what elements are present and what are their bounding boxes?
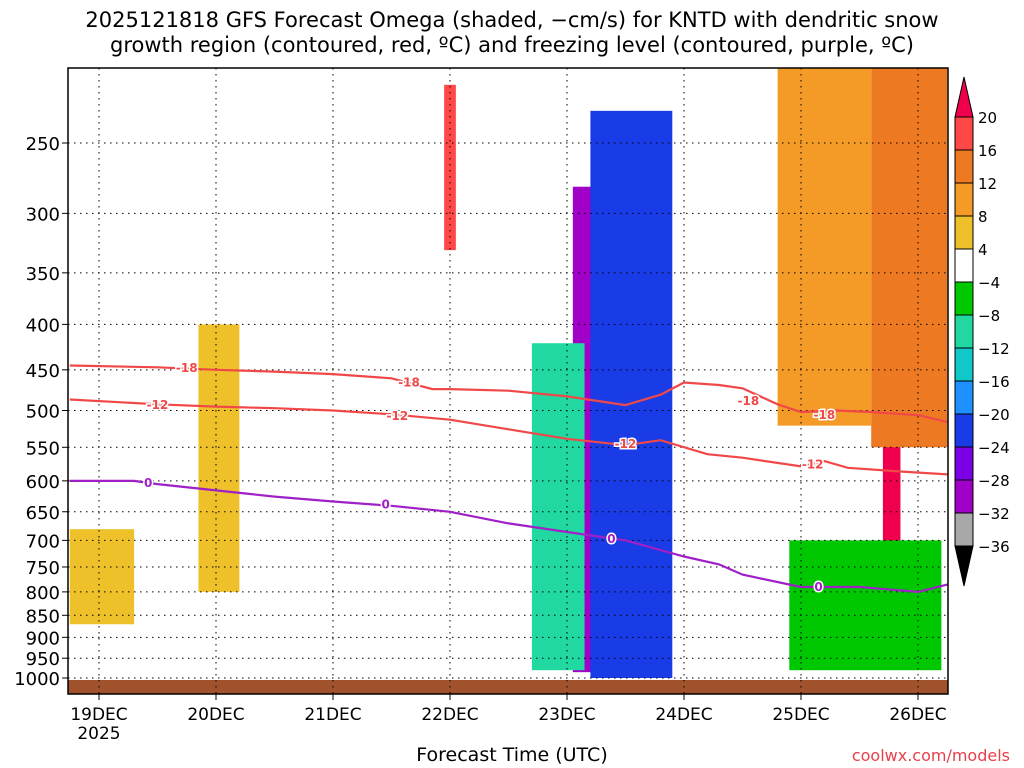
omega-region-7 xyxy=(69,529,135,625)
contour-lines: -18 -18 -18 -18 -12 -12 -12 -12 0 0 0 0 xyxy=(69,360,948,596)
colorbar-label-4: 4 xyxy=(978,241,988,259)
x-axis: 19DEC 20DEC 21DEC 22DEC 23DEC 24DEC 25DEC 26DEC… xyxy=(70,694,947,744)
colorbar-swatch-5 xyxy=(954,248,974,283)
y-tick-label-400: 400 xyxy=(26,315,60,336)
colorbar-swatch-4 xyxy=(954,215,974,250)
colorbar-label-3: 8 xyxy=(978,208,988,226)
omega-region-5 xyxy=(871,68,948,448)
freezing-level-label-3: 0 xyxy=(814,580,822,594)
x-tick-label-23DEC: 23DEC xyxy=(538,705,595,725)
colorbar-label-2: 12 xyxy=(978,175,997,193)
y-tick-label-900: 900 xyxy=(26,628,60,649)
x-tick-label-25DEC: 25DEC xyxy=(772,705,829,725)
y-axis: 2503003504004505005506006507007508008509… xyxy=(14,134,68,690)
colorbar-swatch-11 xyxy=(954,446,974,481)
omega-region-8 xyxy=(198,324,240,592)
omega-region-6 xyxy=(777,68,872,426)
colorbar-swatch-10 xyxy=(954,413,974,448)
y-tick-label-1000: 1000 xyxy=(14,669,60,690)
plot-frame xyxy=(67,67,949,695)
dgz-bottom-label-3: -12 xyxy=(802,457,824,471)
colorbar-label-9: −20 xyxy=(978,406,1010,424)
colorbar-swatch-7 xyxy=(954,314,974,349)
y-tick-label-500: 500 xyxy=(26,402,60,423)
colorbar-label-12: −32 xyxy=(978,505,1010,523)
y-tick-label-700: 700 xyxy=(26,531,60,552)
dgz-top-label-3: -18 xyxy=(814,408,836,422)
colorbar-label-6: −8 xyxy=(978,307,1000,325)
colorbar-swatch-12 xyxy=(954,479,974,514)
freezing-level-label-0: 0 xyxy=(144,476,152,490)
colorbar-label-13: −36 xyxy=(978,538,1010,556)
dgz-bottom-line xyxy=(69,398,948,476)
y-tick-label-550: 550 xyxy=(26,438,60,459)
freezing-level-line xyxy=(69,479,948,594)
x-tick-label-19DEC: 19DEC xyxy=(70,705,127,725)
colorbar-cap-bottom xyxy=(954,545,974,587)
colorbar-label-11: −28 xyxy=(978,472,1010,490)
y-tick-label-600: 600 xyxy=(26,472,60,493)
y-tick-label-350: 350 xyxy=(26,264,60,285)
dgz-bottom-label-2: -12 xyxy=(615,437,637,451)
colorbar-swatch-6 xyxy=(954,281,974,316)
x-tick-label-24DEC: 24DEC xyxy=(655,705,712,725)
credit-link[interactable]: coolwx.com/models xyxy=(851,746,1010,765)
x-axis-label: Forecast Time (UTC) xyxy=(416,744,608,766)
dgz-top-label-2: -18 xyxy=(738,394,760,408)
x-year-label: 2025 xyxy=(77,724,120,744)
omega-region-2 xyxy=(531,343,585,671)
y-tick-label-800: 800 xyxy=(26,583,60,604)
omega-region-9 xyxy=(789,540,942,671)
colorbar-swatch-2 xyxy=(954,149,974,184)
chart-title-line2: growth region (contoured, red, ºC) and f… xyxy=(110,33,914,57)
colorbar-swatch-8 xyxy=(954,347,974,382)
y-tick-label-950: 950 xyxy=(26,649,60,670)
colorbar-swatch-9 xyxy=(954,380,974,415)
dgz-top-label-1: -18 xyxy=(398,375,420,389)
colorbar-swatch-3 xyxy=(954,182,974,217)
colorbar-swatch-13 xyxy=(954,512,974,547)
colorbar-label-5: −4 xyxy=(978,274,1000,292)
y-tick-label-250: 250 xyxy=(26,134,60,155)
y-tick-label-750: 750 xyxy=(26,558,60,579)
x-tick-label-21DEC: 21DEC xyxy=(304,705,361,725)
colorbar-label-7: −12 xyxy=(978,340,1010,358)
colorbar-label-10: −24 xyxy=(978,439,1010,457)
colorbar-cap-top xyxy=(954,76,974,118)
colorbar: 20 16 12 8 4 −4 −8 −12 −16 −20 −24 −28 −32 −36 xyxy=(954,76,1010,587)
y-tick-label-450: 450 xyxy=(26,361,60,382)
dgz-bottom-label-0: -12 xyxy=(147,398,169,412)
omega-region-3 xyxy=(444,84,456,251)
y-tick-label-850: 850 xyxy=(26,606,60,627)
colorbar-label-1: 16 xyxy=(978,142,997,160)
x-tick-label-26DEC: 26DEC xyxy=(889,705,946,725)
colorbar-swatch-1 xyxy=(954,116,974,151)
x-tick-label-22DEC: 22DEC xyxy=(421,705,478,725)
y-tick-label-650: 650 xyxy=(26,503,60,524)
freezing-level-label-1: 0 xyxy=(381,498,389,512)
colorbar-label-0: 20 xyxy=(978,109,997,127)
x-tick-label-20DEC: 20DEC xyxy=(187,705,244,725)
dgz-bottom-label-1: -12 xyxy=(387,409,409,423)
freezing-level-label-2: 0 xyxy=(607,532,615,546)
chart-title-line1: 2025121818 GFS Forecast Omega (shaded, −… xyxy=(85,8,939,32)
colorbar-label-8: −16 xyxy=(978,373,1010,391)
ground-band xyxy=(68,680,948,694)
dgz-top-line xyxy=(69,364,948,423)
y-tick-label-300: 300 xyxy=(26,204,60,225)
omega-shading xyxy=(69,68,948,678)
grid xyxy=(68,68,948,694)
dgz-top-label-0: -18 xyxy=(176,361,198,375)
